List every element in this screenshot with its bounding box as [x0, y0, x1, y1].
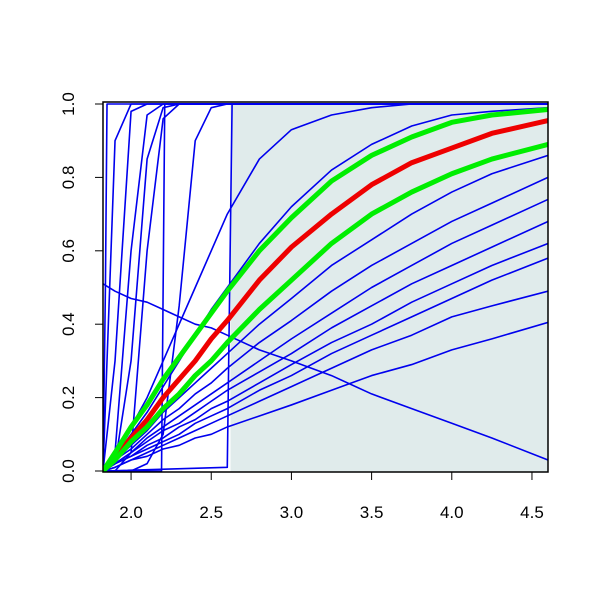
x-tick-label: 4.5: [520, 503, 544, 522]
curve: [103, 154, 548, 472]
curve: [103, 103, 548, 472]
x-tick-label: 2.5: [199, 503, 223, 522]
curve: [103, 176, 548, 472]
x-tick-label: 3.0: [280, 503, 304, 522]
x-tick-label: 4.0: [440, 503, 464, 522]
curve: [103, 118, 548, 472]
curve: [103, 198, 548, 472]
y-tick-label: 0.8: [59, 166, 78, 190]
curve: [103, 242, 548, 472]
x-tick-label: 3.5: [360, 503, 384, 522]
plot-area: [103, 102, 548, 472]
curve: [103, 220, 548, 472]
y-tick-label: 0.2: [59, 386, 78, 410]
y-tick-label: 0.0: [59, 459, 78, 483]
curve: [103, 107, 548, 472]
curve: [103, 283, 548, 461]
y-tick-label: 0.6: [59, 239, 78, 263]
curve: [103, 141, 548, 472]
x-tick-label: 2.0: [119, 503, 143, 522]
y-tick-label: 0.4: [59, 312, 78, 336]
y-tick-label: 1.0: [59, 92, 78, 116]
plot-frame: [102, 101, 549, 473]
